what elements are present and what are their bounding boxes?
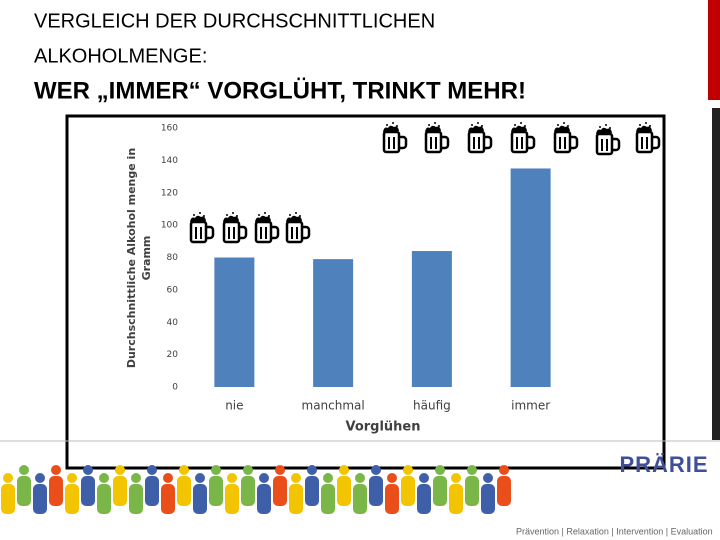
bar: [510, 168, 551, 387]
figure-head: [115, 465, 125, 475]
x-tick-label: manchmal: [302, 399, 365, 413]
figure-head: [275, 465, 285, 475]
figure-head: [259, 473, 269, 483]
figure-body: [257, 484, 271, 514]
figure-body: [65, 484, 79, 514]
y-tick-label: 40: [167, 318, 179, 328]
figure-body: [97, 484, 111, 514]
bar: [411, 251, 452, 387]
title-line: ALKOHOLMENGE:: [34, 45, 207, 67]
figure-body: [369, 476, 383, 506]
figure-head: [483, 473, 493, 483]
y-tick-label: 20: [167, 350, 179, 360]
logo: PRÄRIE: [619, 452, 708, 477]
figure-head: [355, 473, 365, 483]
figure-body: [209, 476, 223, 506]
figure-body: [177, 476, 191, 506]
figure-body: [497, 476, 511, 506]
figure-head: [291, 473, 301, 483]
figure-head: [243, 465, 253, 475]
figure-head: [35, 473, 45, 483]
figure-body: [161, 484, 175, 514]
y-tick-label: 80: [167, 253, 179, 263]
figure-head: [99, 473, 109, 483]
beer-icons: [188, 120, 661, 244]
figure-head: [387, 473, 397, 483]
figure-body: [305, 476, 319, 506]
x-tick-label: nie: [225, 399, 243, 413]
figure-head: [451, 473, 461, 483]
y-axis-title: Durchschnittliche Alkohol menge in: [125, 148, 138, 368]
figure-head: [211, 465, 221, 475]
figure-body: [433, 476, 447, 506]
y-tick-label: 60: [167, 285, 179, 295]
figure-body: [481, 484, 495, 514]
chart: Durchschnittliche Alkohol menge in Gramm…: [125, 124, 551, 435]
y-tick-label: 100: [161, 221, 178, 231]
figure-head: [323, 473, 333, 483]
bar: [313, 259, 354, 387]
y-tick-label: 0: [172, 383, 178, 393]
figure-head: [467, 465, 477, 475]
figure-head: [499, 465, 509, 475]
figure-body: [193, 484, 207, 514]
figure-body: [449, 484, 463, 514]
footer-figures: [1, 465, 511, 514]
tagline: Prävention | Relaxation | Intervention |…: [516, 526, 713, 536]
figure-body: [465, 476, 479, 506]
x-axis-title: Vorglühen: [345, 420, 420, 435]
figure-body: [1, 484, 15, 514]
figure-head: [435, 465, 445, 475]
y-tick-label: 140: [161, 156, 178, 166]
figure-head: [307, 465, 317, 475]
y-tick-label: 160: [161, 124, 178, 134]
y-tick-label: 120: [161, 188, 178, 198]
bar: [214, 257, 255, 387]
figure-head: [83, 465, 93, 475]
figure-head: [195, 473, 205, 483]
figure-body: [33, 484, 47, 514]
figure-body: [417, 484, 431, 514]
edge-bar: [712, 108, 720, 440]
subtitle: WER „IMMER“ VORGLÜHT, TRINKT MEHR!: [34, 77, 526, 104]
figure-body: [385, 484, 399, 514]
figure-body: [145, 476, 159, 506]
figure-body: [401, 476, 415, 506]
figure-head: [131, 473, 141, 483]
accent-bar: [708, 0, 720, 100]
figure-body: [337, 476, 351, 506]
y-axis-title: Gramm: [140, 236, 153, 281]
title-line: VERGLEICH DER DURCHSCHNITTLICHEN: [34, 10, 435, 32]
figure-head: [163, 473, 173, 483]
figure-body: [113, 476, 127, 506]
figure-head: [3, 473, 13, 483]
figure-head: [371, 465, 381, 475]
figure-head: [403, 465, 413, 475]
figure-head: [419, 473, 429, 483]
figure-head: [147, 465, 157, 475]
x-tick-label: häufig: [413, 399, 451, 413]
figure-body: [321, 484, 335, 514]
figure-head: [19, 465, 29, 475]
figure-body: [273, 476, 287, 506]
figure-body: [353, 484, 367, 514]
figure-body: [289, 484, 303, 514]
figure-head: [51, 465, 61, 475]
figure-body: [225, 484, 239, 514]
figure-head: [179, 465, 189, 475]
figure-body: [241, 476, 255, 506]
figure-head: [227, 473, 237, 483]
figure-body: [81, 476, 95, 506]
figure-body: [129, 484, 143, 514]
figure-body: [49, 476, 63, 506]
chart-frame: [65, 114, 666, 470]
figure-head: [67, 473, 77, 483]
figure-head: [339, 465, 349, 475]
x-tick-label: immer: [511, 399, 550, 413]
figure-body: [17, 476, 31, 506]
